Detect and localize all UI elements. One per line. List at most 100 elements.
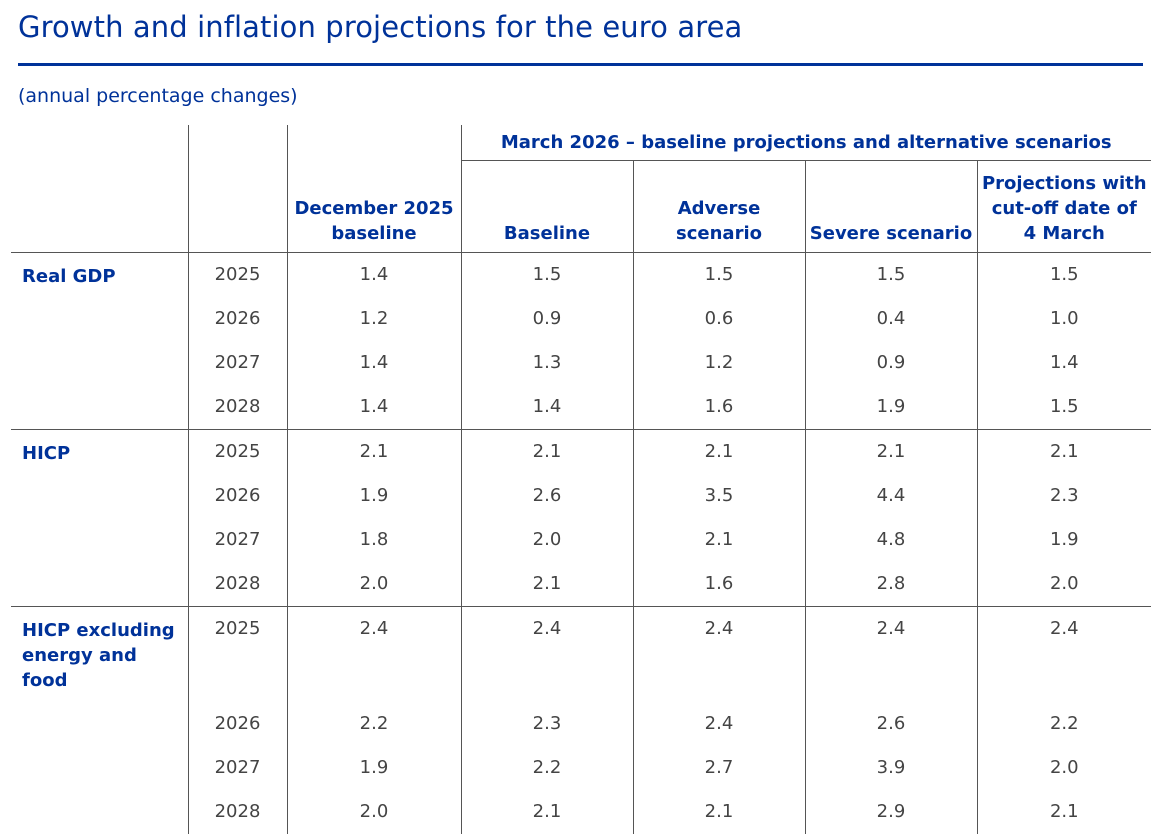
value-cell-december-baseline: 2.2 — [286, 702, 461, 746]
value-cell-cutoff-projections: 1.5 — [976, 385, 1152, 430]
section-label-line: HICP — [22, 443, 71, 464]
year-cell: 2026 — [187, 297, 287, 341]
value-cell-december-baseline: 2.0 — [286, 790, 461, 834]
value-cell-adverse-scenario: 2.4 — [632, 702, 805, 746]
value-cell-severe-scenario: 4.4 — [804, 474, 977, 518]
header-adverse-line-1: Adverse — [677, 198, 761, 219]
value-cell-cutoff-projections: 1.4 — [976, 341, 1152, 385]
value-cell-severe-scenario: 1.5 — [804, 252, 977, 297]
value-cell-severe-scenario: 2.6 — [804, 702, 977, 746]
value-cell-december-baseline: 2.0 — [286, 562, 461, 607]
table-row: 2026 1.2 0.9 0.6 0.4 1.0 — [11, 297, 1152, 341]
section-label-line: food — [22, 670, 68, 691]
table-row: HICP 2025 2.1 2.1 2.1 2.1 2.1 — [11, 429, 1152, 607]
header-column-row: Baseline Adverse scenario Severe scenari… — [11, 160, 1152, 253]
table-row: HICP excluding energy and food 2025 2.4 2.4 2.… — [11, 606, 1152, 834]
header-adverse-scenario: Adverse scenario — [632, 160, 805, 253]
value-cell-cutoff-projections: 1.5 — [976, 252, 1152, 297]
value-cell-december-baseline: 1.8 — [286, 518, 461, 562]
year-cell: 2025 — [187, 606, 287, 702]
value-cell-severe-scenario: 3.9 — [804, 746, 977, 790]
value-cell-cutoff-projections: 2.1 — [976, 429, 1152, 474]
table-row: 2027 1.8 2.0 2.1 4.8 1.9 — [11, 518, 1152, 562]
year-cell: 2027 — [187, 746, 287, 790]
header-december-line-1: December 2025 — [294, 198, 454, 219]
value-cell-baseline: 1.5 — [460, 252, 633, 297]
year-cell: 2025 — [187, 252, 287, 297]
title-divider — [18, 63, 1143, 66]
value-cell-adverse-scenario: 2.1 — [632, 429, 805, 474]
value-cell-december-baseline: 1.4 — [286, 252, 461, 297]
section-label-line: energy and — [22, 645, 137, 666]
value-cell-december-baseline: 2.4 — [286, 606, 461, 702]
value-cell-adverse-scenario: 1.5 — [632, 252, 805, 297]
value-cell-december-baseline: 1.9 — [286, 746, 461, 790]
value-cell-baseline: 2.4 — [460, 606, 633, 702]
table-row: 2026 1.9 2.6 3.5 4.4 2.3 — [11, 474, 1152, 518]
value-cell-adverse-scenario: 3.5 — [632, 474, 805, 518]
section-label-line: HICP excluding — [22, 620, 175, 641]
value-cell-cutoff-projections: 2.1 — [976, 790, 1152, 834]
header-baseline: Baseline — [460, 160, 633, 253]
value-cell-severe-scenario: 1.9 — [804, 385, 977, 430]
value-cell-december-baseline: 1.9 — [286, 474, 461, 518]
year-cell: 2026 — [187, 702, 287, 746]
value-cell-severe-scenario: 2.9 — [804, 790, 977, 834]
value-cell-severe-scenario: 2.4 — [804, 606, 977, 702]
year-cell: 2027 — [187, 341, 287, 385]
value-cell-baseline: 2.0 — [460, 518, 633, 562]
header-adverse-line-2: scenario — [676, 223, 762, 244]
value-cell-baseline: 2.1 — [460, 562, 633, 607]
value-cell-severe-scenario: 2.1 — [804, 429, 977, 474]
value-cell-severe-scenario: 0.4 — [804, 297, 977, 341]
table-row: 2028 2.0 2.1 1.6 2.8 2.0 — [11, 562, 1152, 607]
value-cell-baseline: 2.6 — [460, 474, 633, 518]
year-cell: 2028 — [187, 790, 287, 834]
value-cell-adverse-scenario: 2.1 — [632, 790, 805, 834]
year-cell: 2026 — [187, 474, 287, 518]
table-row: 2028 2.0 2.1 2.1 2.9 2.1 — [11, 790, 1152, 834]
value-cell-baseline: 1.4 — [460, 385, 633, 430]
value-cell-severe-scenario: 2.8 — [804, 562, 977, 607]
value-cell-december-baseline: 2.1 — [286, 429, 461, 474]
value-cell-cutoff-projections: 2.2 — [976, 702, 1152, 746]
value-cell-cutoff-projections: 1.9 — [976, 518, 1152, 562]
value-cell-adverse-scenario: 2.7 — [632, 746, 805, 790]
value-cell-cutoff-projections: 2.0 — [976, 746, 1152, 790]
year-cell: 2028 — [187, 385, 287, 430]
value-cell-adverse-scenario: 2.4 — [632, 606, 805, 702]
value-cell-cutoff-projections: 2.3 — [976, 474, 1152, 518]
value-cell-baseline: 2.1 — [460, 790, 633, 834]
section-label-line: Real GDP — [22, 266, 116, 287]
value-cell-cutoff-projections: 2.4 — [976, 606, 1152, 702]
header-severe-scenario: Severe scenario — [804, 160, 977, 253]
header-december-baseline: December 2025 baseline — [286, 125, 461, 253]
table-row: Real GDP 2025 1.4 1.5 1.5 1.5 1.5 — [11, 252, 1152, 297]
page-subtitle: (annual percentage changes) — [18, 85, 298, 107]
section-label: Real GDP — [11, 253, 188, 430]
table-row: 2026 2.2 2.3 2.4 2.6 2.2 — [11, 702, 1152, 746]
table-row: 2027 1.4 1.3 1.2 0.9 1.4 — [11, 341, 1152, 385]
value-cell-cutoff-projections: 2.0 — [976, 562, 1152, 607]
table-row: 2027 1.9 2.2 2.7 3.9 2.0 — [11, 746, 1152, 790]
header-december-line-2: baseline — [331, 223, 417, 244]
header-cutoff-line-2: cut-off date of — [991, 198, 1137, 219]
header-empty-cell — [11, 125, 188, 253]
value-cell-december-baseline: 1.4 — [286, 341, 461, 385]
table-row: 2028 1.4 1.4 1.6 1.9 1.5 — [11, 385, 1152, 430]
value-cell-severe-scenario: 4.8 — [804, 518, 977, 562]
year-cell: 2028 — [187, 562, 287, 607]
value-cell-adverse-scenario: 1.6 — [632, 385, 805, 430]
section-label: HICP — [11, 429, 188, 607]
header-year-cell — [187, 125, 287, 253]
header-group-row: December 2025 baseline March 2026 – base… — [11, 125, 1152, 253]
page-title: Growth and inflation projections for the… — [18, 10, 743, 44]
value-cell-baseline: 2.2 — [460, 746, 633, 790]
value-cell-december-baseline: 1.4 — [286, 385, 461, 430]
value-cell-baseline: 2.3 — [460, 702, 633, 746]
value-cell-severe-scenario: 0.9 — [804, 341, 977, 385]
year-cell: 2025 — [187, 429, 287, 474]
header-cutoff-line-3: 4 March — [1023, 223, 1105, 244]
header-cutoff-projections: Projections with cut-off date of 4 March — [976, 160, 1152, 253]
header-cutoff-line-1: Projections with — [981, 173, 1147, 194]
